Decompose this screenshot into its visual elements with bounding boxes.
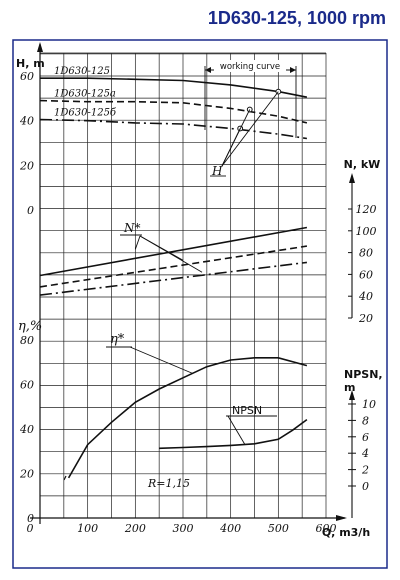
npsh-tick-label: 10 [362, 398, 376, 411]
head-curve [39, 99, 308, 124]
power-curve [39, 226, 308, 277]
power-callout: N* [123, 221, 141, 235]
head-tick-label: 40 [19, 115, 34, 128]
head-callout-leader [221, 128, 241, 167]
power-tick-label: 100 [356, 225, 377, 238]
chart-title: 1D630-125, 1000 rpm [207, 8, 386, 28]
npsh-axis-arrow [349, 390, 355, 400]
x-axis-arrow [336, 515, 347, 521]
curves [39, 66, 308, 481]
npsh-curve [159, 418, 308, 450]
head-tick-label: 0 [27, 204, 34, 217]
efficiency-origin-tick [63, 475, 67, 481]
efficiency-tick-label: 40 [19, 423, 34, 436]
outer-frame [12, 39, 388, 569]
npsh-tick-label: 0 [362, 480, 369, 493]
power-tick-label: 60 [359, 268, 373, 281]
efficiency-callout-leader [129, 346, 193, 374]
npsh-callout-leader [227, 415, 246, 445]
head-callout-leader [221, 91, 279, 167]
efficiency-tick-label: 80 [20, 334, 34, 347]
npsh-axis-label: NPSN, [344, 368, 383, 381]
power-axis-arrow [349, 173, 355, 183]
x-tick-label: 500 [268, 522, 289, 535]
x-axis-label: Q, m3/h [322, 526, 370, 539]
efficiency-axis-label: η,% [18, 319, 42, 334]
power-callout-leader [134, 235, 141, 250]
x-tick-label: 100 [77, 522, 98, 535]
x-tick-label: 400 [219, 522, 241, 535]
head-series-label: 1D630-125a [54, 89, 116, 100]
x-tick-label: 0 [27, 522, 34, 535]
working-curve-label-bg [214, 60, 286, 72]
axes [30, 42, 356, 524]
power-curve [39, 245, 308, 288]
x-tick-label: 300 [173, 522, 194, 535]
y-axis-arrow [37, 42, 43, 52]
x-tick-label: 200 [124, 522, 146, 535]
head-series-label: 1D630-125б [54, 108, 117, 119]
head-tick-label: 60 [20, 70, 34, 83]
npsh-note: R=1,15 [147, 477, 190, 490]
x-tick-label: 600 [316, 522, 337, 535]
power-tick-label: 80 [359, 247, 373, 260]
efficiency-callout: η* [110, 332, 125, 347]
npsh-tick-label: 8 [362, 414, 369, 427]
working-curve-arrow-left [205, 67, 211, 73]
head-curve [39, 118, 308, 140]
npsh-tick-label: 4 [361, 447, 369, 460]
efficiency-curve [67, 357, 308, 479]
efficiency-tick-label: 60 [20, 379, 34, 392]
npsh-tick-label: 6 [362, 431, 369, 444]
power-tick-label: 20 [358, 312, 373, 325]
efficiency-tick-label: 0 [27, 512, 34, 525]
npsh-tick-label: 2 [361, 464, 369, 477]
head-tick-label: 20 [19, 159, 34, 172]
head-series-label: 1D630-125 [54, 66, 110, 77]
efficiency-tick-label: 20 [19, 468, 34, 481]
power-axis-label: N, kW [344, 158, 381, 171]
power-curve [39, 261, 307, 296]
working-curve-arrow-right [290, 67, 296, 73]
power-callout-leader [139, 235, 203, 273]
head-axis-label: H, m [16, 57, 45, 70]
working-curve-label: working curve [220, 62, 280, 72]
power-tick-label: 40 [358, 290, 373, 303]
head-callout: H [211, 164, 223, 178]
npsh-callout: NPSN [232, 404, 262, 417]
npsh-axis-label-unit: m [344, 381, 355, 394]
grid [39, 52, 327, 519]
power-tick-label: 120 [356, 203, 377, 216]
